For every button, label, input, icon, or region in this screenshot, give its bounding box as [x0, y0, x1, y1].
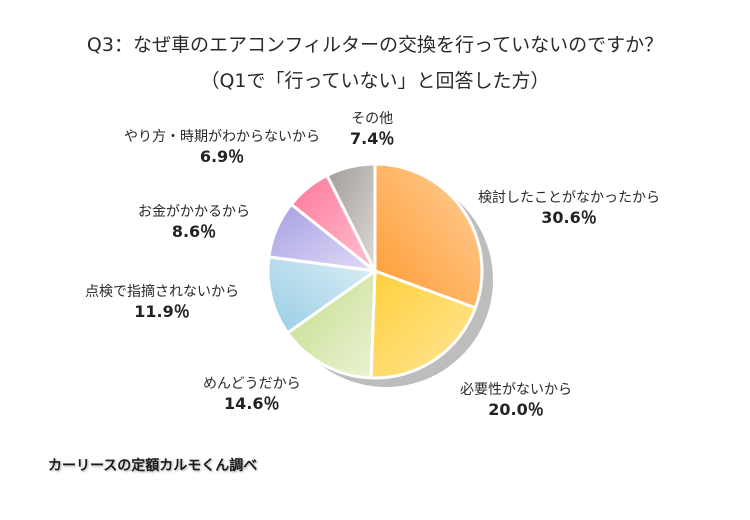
label-bothersome: めんどうだから 14.6％: [203, 376, 301, 413]
chart-subtitle: （Q1で「行っていない」と回答した方）: [200, 70, 550, 92]
label-not-necessary: 必要性がないから 20.0％: [460, 382, 572, 419]
label-not-pointed-out: 点検で指摘されないから 11.9％: [85, 284, 239, 321]
pie-slice: [369, 269, 477, 380]
chart-title: Q3：なぜ車のエアコンフィルターの交換を行っていないのですか？: [86, 34, 664, 56]
label-other: その他 7.4％: [350, 111, 395, 148]
pie-slice: [286, 269, 377, 380]
pie-slice: [373, 162, 484, 310]
source-note: カーリースの定額カルモくん調べ: [48, 458, 258, 474]
label-costs-money: お金がかかるから 8.6％: [138, 204, 250, 241]
label-unknown-method: やり方・時期がわからないから 6.9％: [124, 129, 320, 166]
label-never-considered: 検討したことがなかったから 30.6％: [478, 190, 660, 227]
pie-slice: [266, 255, 377, 335]
pie-slice: [325, 162, 377, 273]
